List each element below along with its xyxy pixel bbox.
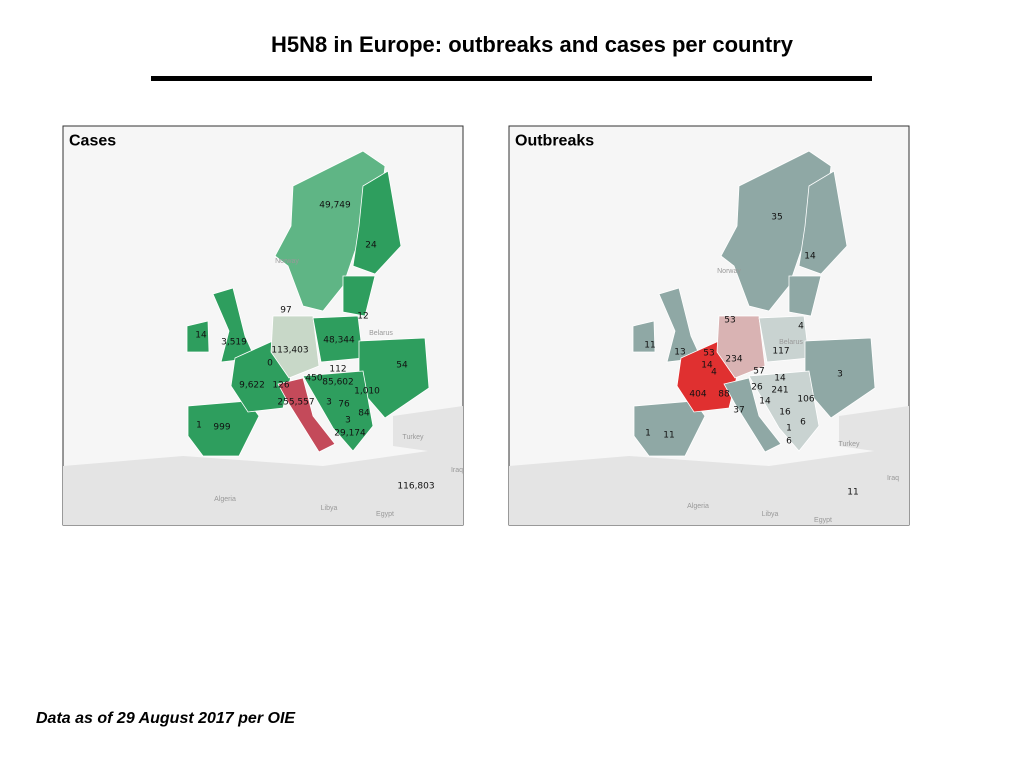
country-value: 116,803 [397,482,434,492]
place-name: Egypt [814,517,832,524]
country-value: 14 [774,374,786,384]
country-value: 241 [771,386,788,396]
country [788,275,822,317]
country [748,370,820,452]
map-title: Cases [69,132,116,149]
land [63,446,463,525]
country-value: 126 [272,381,289,391]
country-value: 16 [779,408,791,418]
country-value: 3,519 [221,338,247,348]
countries [632,150,876,457]
country [632,320,656,353]
countries [186,150,430,457]
country [798,170,848,275]
country-value: 85,602 [322,378,354,388]
country-value: 14 [701,361,713,371]
country-value: 26 [751,383,763,393]
country-value: 6 [786,437,792,447]
country [302,370,374,452]
country-value: 450 [305,374,322,384]
title: H5N8 in Europe: outbreaks and cases per … [270,32,794,57]
place-name: Egypt [376,511,394,518]
country [716,315,766,379]
country-value: 84 [358,409,370,419]
map: Cases Norway Belarus Turkey Iraq Algeria Libya… [62,125,464,526]
country-value: 49,749 [319,201,351,211]
country-value: 1,010 [354,387,380,397]
place-name: Libya [321,505,338,512]
country-value: 54 [396,361,408,371]
country-value: 234 [725,355,742,365]
country-value: 9,622 [239,381,265,391]
country-value: 29,174 [334,429,366,439]
country-value: 0 [267,359,273,369]
country-value: 14 [804,252,816,262]
country-value: 12 [357,312,368,322]
place-name: Norway [275,258,299,265]
country-value: 97 [280,306,291,316]
country-value: 113,403 [271,346,308,356]
country-value: 255,557 [277,398,314,408]
country-value: 53 [703,349,714,359]
country-value: 117 [772,347,789,357]
place-name: Norway [717,268,741,275]
place-name: Algeria [687,503,709,510]
country [342,275,376,317]
country [352,170,402,275]
country-value: 4 [711,368,717,378]
land [393,406,463,456]
country-value: 3 [326,398,332,408]
place-name: Turkey [838,441,860,448]
country [723,377,782,453]
country-value: 57 [753,367,764,377]
place-name: Belarus [779,339,803,346]
land [509,446,909,525]
country-value: 88 [718,390,730,400]
country-value: 13 [674,348,685,358]
country-value: 11 [663,431,674,441]
country [270,315,320,379]
place-name: Iraq [451,467,463,474]
place-name: Iraq [887,475,899,482]
land [839,406,909,456]
country-value: 112 [329,365,346,375]
title-rule [151,76,872,81]
country-value: 4 [798,322,804,332]
country-value: 14 [195,331,207,341]
country-value: 48,344 [323,336,355,346]
country-value: 999 [213,423,230,433]
country-value: 37 [733,406,744,416]
place-name: Turkey [402,434,424,441]
country-value: 3 [345,416,351,426]
country [186,320,210,353]
place-name: Algeria [214,496,236,503]
country-value: 24 [365,241,377,251]
country-value: 6 [800,418,806,428]
place-name: Belarus [369,330,393,337]
footnote: Data as of 29 August 2017 per OIE [36,710,296,727]
country-value: 35 [771,213,782,223]
country-value: 1 [645,429,651,439]
map: Outbreaks Norway Belarus Turkey Iraq Algeria L… [508,125,910,526]
country-value: 404 [689,390,706,400]
country [277,377,336,453]
country-value: 1 [196,421,202,431]
country [720,150,832,312]
country-value: 3 [837,370,843,380]
country-value: 1 [786,424,792,434]
country-value: 11 [644,341,655,351]
country-value: 53 [724,316,735,326]
place-name: Libya [762,511,779,518]
country-value: 11 [847,488,858,498]
map-title: Outbreaks [515,132,594,149]
country [274,150,386,312]
country-value: 14 [759,397,771,407]
country-value: 106 [797,395,814,405]
country-value: 76 [338,400,350,410]
